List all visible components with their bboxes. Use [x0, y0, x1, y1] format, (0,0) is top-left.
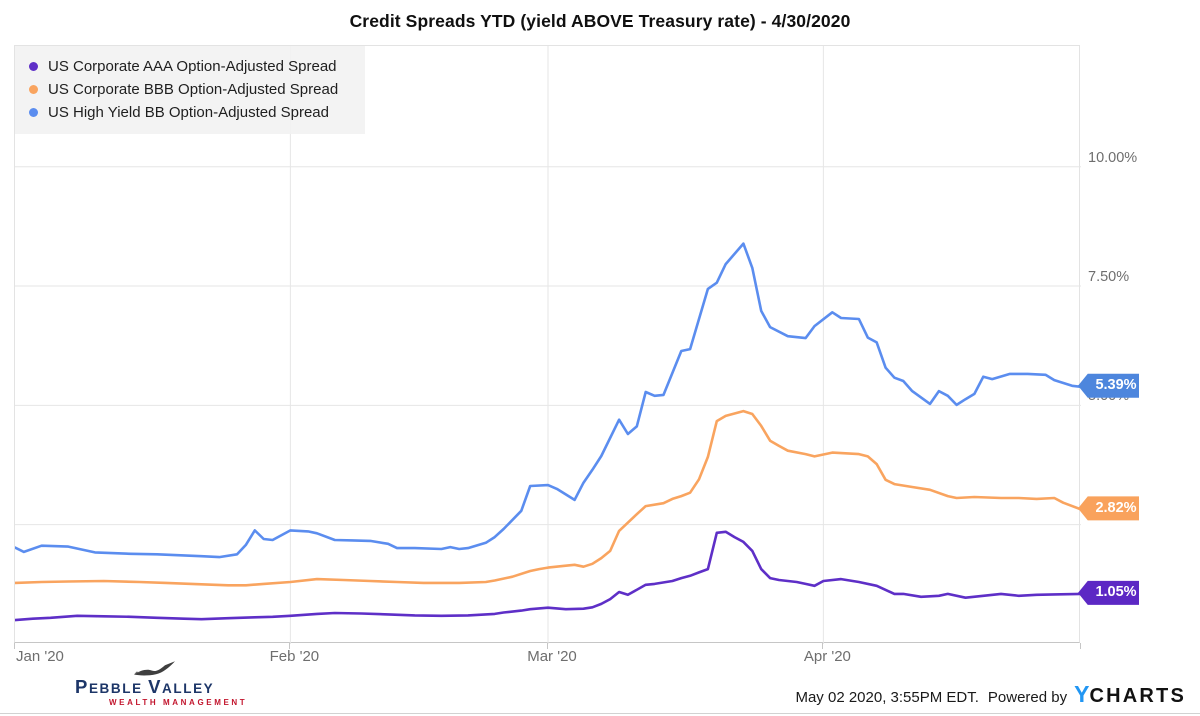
x-axis-tick [1080, 643, 1081, 649]
end-value-badge-5.39: 5.39% [1078, 373, 1139, 398]
x-axis-tick [14, 643, 15, 649]
x-axis-label-mar-20: Mar '20 [527, 648, 577, 665]
page-title: Credit Spreads YTD (yield ABOVE Treasury… [349, 11, 851, 31]
powered-by-text: Powered by [987, 689, 1068, 706]
bbb-series-dot-icon [29, 85, 38, 94]
timestamp-text: May 02 2020, 3:55PM EDT. [795, 689, 979, 706]
pebble-valley-tagline: WEALTH MANAGEMENT [109, 698, 248, 707]
plot-area [14, 45, 1081, 644]
x-axis-label-apr-20: Apr '20 [803, 648, 851, 665]
legend-item-bb: US High Yield BB Option-Adjusted Spread [29, 101, 365, 124]
series-line-us-corporate-aaa-option-adjusted-spread [15, 530, 1081, 622]
x-axis-tick [289, 643, 291, 649]
bottom-divider [0, 713, 1200, 714]
legend-label-aaa: US Corporate AAA Option-Adjusted Spread [48, 58, 337, 75]
x-axis-label-jan-20: Jan '20 [16, 648, 64, 665]
legend-label-bbb: US Corporate BBB Option-Adjusted Spread [48, 81, 339, 98]
legend-label-bb: US High Yield BB Option-Adjusted Spread [48, 104, 329, 121]
legend-item-bbb: US Corporate BBB Option-Adjusted Spread [29, 78, 365, 101]
y-axis-label-7.5: 7.50% [1088, 269, 1130, 286]
bb-series-dot-icon [29, 108, 38, 117]
footer-credit: May 02 2020, 3:55PM EDT. Powered by YCHA… [795, 681, 1186, 708]
legend-item-aaa: US Corporate AAA Option-Adjusted Spread [29, 55, 365, 78]
hawk-icon [134, 661, 175, 676]
series-line-us-corporate-bbb-option-adjusted-spread [15, 409, 1081, 587]
y-axis-label-10: 10.00% [1088, 149, 1138, 166]
aaa-series-dot-icon [29, 62, 38, 71]
chart-legend: US Corporate AAA Option-Adjusted Spread … [15, 46, 365, 134]
end-value-badge-1.05: 1.05% [1078, 580, 1139, 605]
x-axis-tick [822, 643, 824, 649]
x-axis-tick [547, 643, 548, 649]
x-axis-label-feb-20: Feb '20 [269, 648, 320, 665]
series-line-us-high-yield-bb-option-adjusted-spread [15, 242, 1081, 559]
ycharts-logo: YCHARTS [1074, 681, 1186, 707]
pebble-valley-name: PEBBLE VALLEY [75, 676, 215, 697]
chart-canvas [15, 46, 1081, 644]
end-value-badge-2.82: 2.82% [1078, 496, 1139, 521]
